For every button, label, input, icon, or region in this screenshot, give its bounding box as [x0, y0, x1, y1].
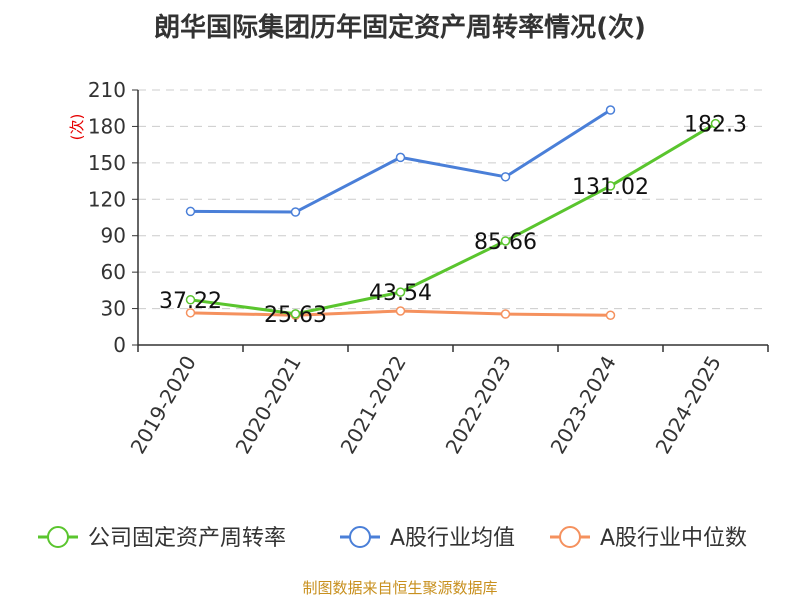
y-tick-label: 90	[101, 224, 126, 248]
data-point	[185, 206, 196, 217]
data-label: 25.63	[264, 303, 327, 328]
y-tick-label: 60	[101, 260, 126, 284]
x-tick-label: 2024-2025	[651, 352, 726, 458]
data-point	[605, 310, 616, 320]
data-point	[290, 207, 301, 217]
legend-marker-2	[349, 526, 371, 548]
data-label: 182.3	[684, 113, 747, 138]
x-tick-label: 2023-2024	[546, 352, 621, 458]
data-point	[395, 287, 406, 297]
x-tick-label: 2020-2021	[231, 352, 306, 458]
y-tick-label: 120	[88, 187, 126, 211]
legend-marker-3	[559, 526, 581, 548]
legend-marker-1	[47, 526, 69, 548]
data-labels: 37.22 25.63 43.54 85.66 131.02 182.3	[159, 113, 747, 328]
data-point	[395, 152, 406, 163]
data-point	[500, 309, 511, 319]
legend-label-1: 公司固定资产周转率	[88, 526, 286, 551]
y-tick-label: 0	[113, 333, 126, 357]
legend-label-3: A股行业中位数	[600, 526, 747, 551]
grid-lines	[138, 89, 768, 310]
legend-label-2: A股行业均值	[390, 526, 515, 551]
data-point	[605, 181, 616, 191]
data-point	[710, 118, 721, 129]
legend: 公司固定资产周转率 A股行业均值 A股行业中位数	[38, 526, 747, 551]
data-point	[605, 105, 616, 115]
x-tick-label: 2019-2020	[126, 352, 201, 458]
y-tick-label: 210	[88, 78, 126, 102]
data-point	[500, 172, 511, 182]
axes: 0 30 60 90 120 150 180 210 2019-2020 2020-2021 202…	[88, 78, 769, 458]
y-tick-label: 180	[88, 114, 126, 138]
data-label: 43.54	[369, 281, 432, 306]
data-label: 131.02	[572, 175, 649, 200]
source-note: 制图数据来自恒生聚源数据库	[302, 579, 497, 597]
chart-title: 朗华国际集团历年固定资产周转率情况(次)	[154, 12, 646, 43]
data-point	[395, 306, 406, 316]
data-label: 85.66	[474, 230, 537, 255]
data-label: 37.22	[159, 289, 222, 314]
data-point	[290, 309, 301, 319]
data-point	[185, 308, 196, 318]
y-axis-unit: (次)	[68, 114, 86, 141]
y-tick-label: 30	[101, 297, 126, 321]
series-group	[185, 105, 721, 320]
data-point	[500, 236, 511, 246]
y-tick-label: 150	[88, 151, 126, 175]
series-line-1	[190, 122, 717, 316]
x-tick-label: 2022-2023	[441, 352, 516, 458]
data-point	[185, 295, 196, 305]
x-tick-label: 2021-2022	[336, 352, 411, 458]
